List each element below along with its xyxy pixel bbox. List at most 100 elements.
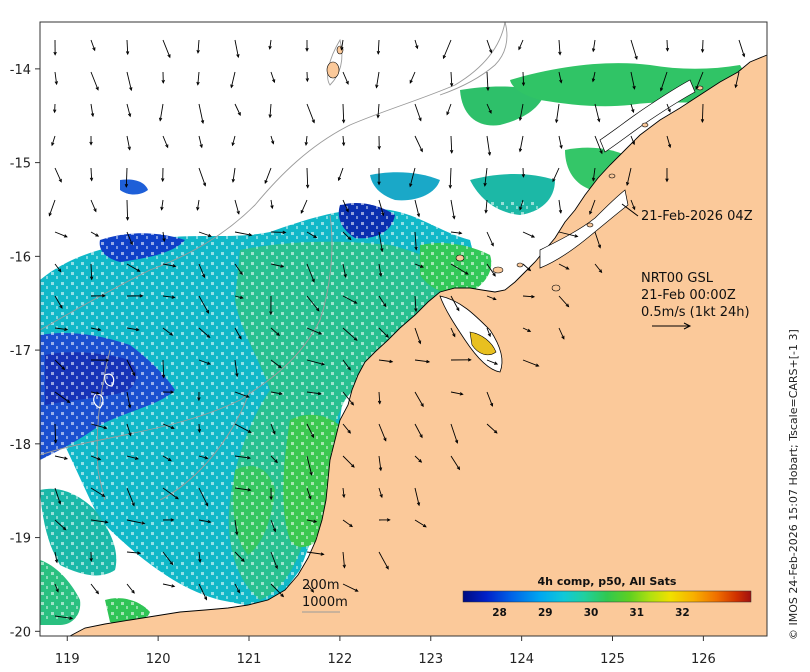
x-tick-label: 121 bbox=[237, 652, 262, 667]
current-vector-head bbox=[268, 45, 272, 50]
x-tick-label: 125 bbox=[600, 652, 625, 667]
current-vector bbox=[342, 71, 349, 85]
current-vector-head bbox=[231, 142, 235, 147]
current-vector bbox=[450, 71, 453, 86]
current-vector bbox=[660, 71, 668, 91]
current-vector bbox=[126, 583, 135, 594]
current-vector-head bbox=[48, 212, 52, 217]
current-vector bbox=[378, 231, 383, 252]
current-vector-head bbox=[54, 559, 59, 564]
current-vector bbox=[486, 39, 492, 53]
current-vector bbox=[54, 487, 61, 504]
current-vector bbox=[198, 135, 203, 148]
current-vector-head bbox=[309, 471, 313, 476]
current-vector bbox=[54, 167, 62, 183]
current-vector-head bbox=[105, 358, 110, 362]
current-vector-head bbox=[353, 337, 358, 341]
current-vector-head bbox=[591, 48, 596, 53]
current-vector bbox=[414, 423, 423, 438]
current-vector-head bbox=[378, 467, 383, 472]
colorbar-tick-label: 30 bbox=[584, 607, 599, 619]
current-vector-head bbox=[385, 334, 390, 338]
current-vector-head bbox=[417, 340, 422, 345]
current-vector bbox=[159, 103, 164, 121]
current-vector bbox=[234, 551, 245, 562]
current-vector bbox=[306, 263, 315, 282]
current-vector-head bbox=[659, 87, 664, 92]
colorbar-tick-label: 32 bbox=[675, 607, 690, 619]
x-tick-label: 120 bbox=[146, 652, 171, 667]
current-vector-head bbox=[239, 295, 244, 300]
current-vector-head bbox=[246, 456, 251, 460]
current-vector-head bbox=[269, 311, 273, 316]
current-vector bbox=[90, 103, 94, 117]
current-vector-head bbox=[230, 84, 234, 89]
current-vector bbox=[234, 423, 252, 433]
current-vector-head bbox=[170, 390, 175, 394]
current-vector-head bbox=[518, 46, 522, 51]
current-vector-head bbox=[349, 523, 353, 528]
current-vector bbox=[162, 423, 175, 429]
current-vector-head bbox=[162, 238, 166, 243]
current-vector bbox=[735, 71, 740, 88]
current-vector-head bbox=[350, 401, 355, 406]
current-vector-head bbox=[311, 119, 315, 124]
current-vector bbox=[558, 199, 562, 213]
current-vector-head bbox=[247, 488, 252, 492]
current-vector bbox=[306, 583, 314, 593]
current-vector-head bbox=[446, 111, 450, 116]
current-vector-head bbox=[101, 294, 106, 298]
current-vector bbox=[198, 487, 209, 506]
current-vector bbox=[558, 327, 565, 339]
current-vector-head bbox=[311, 278, 315, 283]
current-vector-head bbox=[634, 55, 638, 60]
current-vector bbox=[54, 231, 68, 238]
current-vector-head bbox=[95, 590, 100, 595]
current-vector bbox=[234, 199, 240, 214]
current-vector bbox=[126, 135, 131, 150]
current-vector bbox=[198, 167, 206, 186]
current-vector bbox=[486, 295, 496, 300]
current-vector-head bbox=[492, 296, 497, 301]
current-vector bbox=[378, 487, 383, 498]
current-vector bbox=[162, 327, 173, 336]
current-vector bbox=[414, 359, 430, 363]
current-vector bbox=[125, 167, 128, 187]
current-vector-head bbox=[95, 86, 99, 91]
current-vector bbox=[378, 295, 387, 307]
current-vector-head bbox=[420, 403, 424, 408]
current-vector-head bbox=[248, 232, 253, 237]
current-vector bbox=[197, 71, 200, 85]
current-vector-head bbox=[300, 209, 304, 214]
current-vector bbox=[126, 39, 129, 55]
current-vector bbox=[486, 135, 491, 156]
current-vector bbox=[54, 391, 70, 403]
current-vector bbox=[162, 135, 169, 148]
current-vector bbox=[230, 71, 236, 88]
current-vector-head bbox=[175, 495, 179, 500]
current-vector-head bbox=[62, 526, 67, 531]
current-vector-head bbox=[531, 294, 536, 299]
current-vector bbox=[414, 327, 421, 344]
current-vector bbox=[234, 519, 238, 535]
current-vector-head bbox=[667, 144, 672, 149]
current-vector bbox=[450, 231, 462, 234]
current-vectors bbox=[48, 39, 746, 620]
current-vector bbox=[54, 583, 59, 592]
current-vector-head bbox=[376, 50, 381, 55]
current-vector bbox=[378, 455, 382, 471]
current-vector bbox=[270, 551, 278, 569]
current-vector-head bbox=[565, 303, 570, 308]
current-vector-head bbox=[63, 234, 68, 238]
current-vector bbox=[552, 167, 560, 182]
current-vector bbox=[90, 423, 107, 429]
current-vector-head bbox=[345, 208, 349, 213]
current-vector bbox=[558, 39, 561, 55]
current-vector-head bbox=[597, 118, 601, 123]
current-vector-head bbox=[419, 434, 423, 439]
current-vector-head bbox=[57, 500, 62, 505]
current-vector bbox=[555, 103, 560, 123]
current-vector-head bbox=[376, 114, 380, 119]
current-vector bbox=[198, 327, 210, 338]
current-vector-head bbox=[125, 51, 130, 56]
